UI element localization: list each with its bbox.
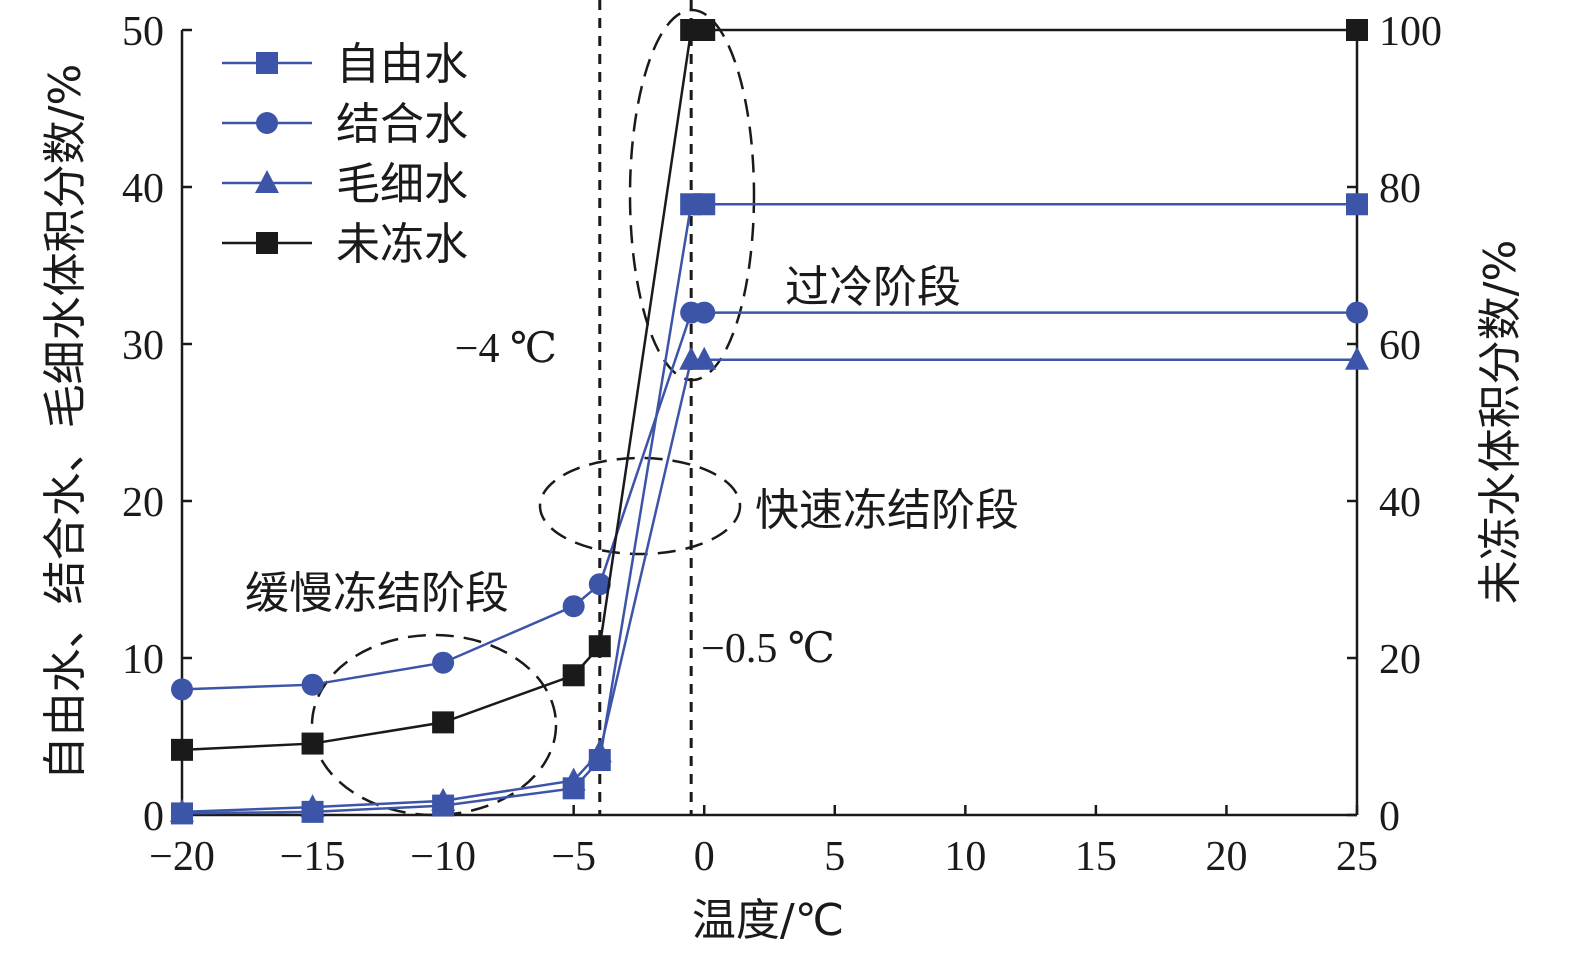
- data-point: [432, 711, 455, 734]
- x-axis-label: 温度/℃: [692, 895, 844, 946]
- data-point: [1346, 193, 1368, 216]
- right-axis-label: 未冻水体积分数/%: [1475, 240, 1526, 605]
- series-1: [171, 301, 1368, 701]
- slow-freeze-label: 缓慢冻结阶段: [245, 568, 509, 619]
- data-point: [562, 595, 585, 618]
- data-point: [587, 739, 612, 763]
- data-point: [255, 170, 279, 193]
- right-tick-label: 100: [1379, 9, 1442, 55]
- data-point: [1346, 301, 1368, 324]
- x-tick-label: −20: [149, 834, 215, 880]
- data-point: [1346, 19, 1368, 41]
- supercool-label: 过冷阶段: [785, 262, 961, 313]
- left-axis-ticks: 0 10 20 30 40 50: [122, 9, 192, 840]
- x-tick-label: 15: [1075, 834, 1117, 880]
- x-tick-label: −5: [551, 834, 596, 880]
- data-point: [693, 193, 716, 216]
- data-point: [256, 112, 278, 134]
- reference-lines: −4 ℃ −0.5 ℃: [455, 0, 835, 815]
- data-point: [256, 52, 278, 74]
- vline-label: −4 ℃: [455, 326, 557, 372]
- slow-freeze-ellipse: [310, 633, 558, 817]
- data-point: [300, 794, 325, 818]
- legend-label: 自由水: [336, 39, 468, 90]
- fast-freeze-label: 快速冻结阶段: [755, 485, 1019, 536]
- x-tick-label: −15: [280, 834, 346, 880]
- data-point: [432, 651, 455, 674]
- legend-item: 未冻水: [222, 219, 468, 270]
- left-tick-label: 10: [122, 637, 164, 683]
- x-tick-label: 25: [1336, 834, 1378, 880]
- right-tick-label: 40: [1379, 480, 1421, 526]
- data-point: [562, 664, 585, 687]
- right-tick-label: 0: [1379, 794, 1400, 840]
- data-point: [170, 798, 194, 822]
- right-tick-label: 20: [1379, 637, 1421, 683]
- series-3: [171, 19, 1368, 761]
- series-group: [170, 19, 1369, 825]
- right-tick-label: 60: [1379, 323, 1421, 369]
- x-axis-ticks: −20 −15 −10 −5 0 5 10 15 20 25: [149, 805, 1378, 880]
- x-tick-label: 10: [944, 834, 986, 880]
- legend-label: 毛细水: [336, 159, 468, 210]
- x-tick-label: −10: [410, 834, 476, 880]
- vline-label: −0.5 ℃: [701, 626, 835, 672]
- data-point: [588, 573, 611, 596]
- left-tick-label: 30: [122, 323, 164, 369]
- data-point: [301, 673, 324, 696]
- legend-item: 自由水: [222, 39, 468, 90]
- left-tick-label: 50: [122, 9, 164, 55]
- supercool-ellipse: [628, 8, 756, 382]
- right-axis-ticks: 0 20 40 60 80 100: [1347, 9, 1442, 840]
- data-point: [693, 19, 716, 41]
- left-axis-label: 自由水、结合水、毛细水体积分数/%: [40, 64, 91, 781]
- data-point: [588, 635, 611, 658]
- data-point: [693, 301, 716, 324]
- series-2: [170, 346, 1369, 822]
- data-point: [301, 732, 324, 755]
- left-tick-label: 20: [122, 480, 164, 526]
- x-tick-label: 0: [694, 834, 715, 880]
- legend-item: 毛细水: [222, 159, 468, 210]
- legend-label: 结合水: [336, 99, 468, 150]
- left-tick-label: 0: [143, 794, 164, 840]
- data-point: [1345, 346, 1369, 370]
- data-point: [692, 346, 717, 370]
- data-point: [171, 738, 193, 761]
- left-tick-label: 40: [122, 166, 164, 212]
- fast-freeze-ellipse: [538, 456, 742, 556]
- right-tick-label: 80: [1379, 166, 1421, 212]
- x-tick-label: 20: [1205, 834, 1247, 880]
- data-point: [171, 678, 193, 701]
- data-point: [431, 787, 456, 811]
- x-tick-label: 5: [824, 834, 845, 880]
- data-point: [256, 232, 278, 254]
- data-point: [561, 767, 586, 791]
- legend-label: 未冻水: [336, 219, 468, 270]
- legend-item: 结合水: [222, 99, 468, 150]
